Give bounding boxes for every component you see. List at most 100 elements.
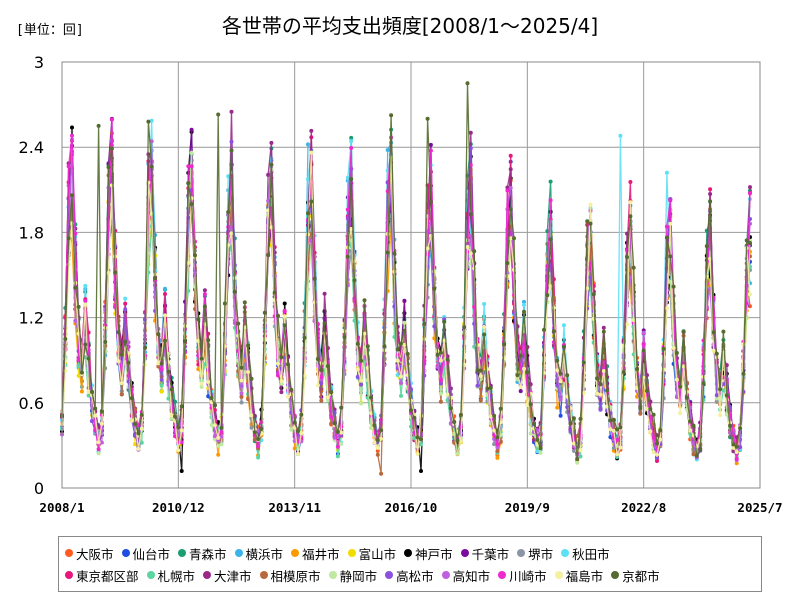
data-point: [232, 289, 237, 294]
data-point: [601, 329, 606, 334]
data-point: [266, 172, 271, 177]
data-point: [66, 236, 71, 241]
data-point: [329, 415, 334, 419]
data-point: [163, 292, 167, 296]
data-point: [495, 449, 500, 454]
data-point: [349, 146, 354, 150]
data-point: [355, 341, 360, 346]
data-point: [179, 428, 184, 433]
data-point: [402, 320, 407, 325]
data-point: [93, 406, 98, 411]
data-point: [153, 276, 158, 281]
data-point: [664, 170, 669, 175]
data-point: [522, 299, 526, 304]
data-point: [522, 366, 526, 371]
data-point: [83, 283, 88, 288]
data-point: [708, 199, 713, 204]
y-tick-label: 1.2: [19, 309, 44, 328]
data-point: [438, 350, 443, 355]
data-point: [674, 351, 679, 355]
data-point: [236, 321, 241, 326]
data-point: [385, 250, 390, 255]
data-point: [239, 378, 244, 383]
data-point: [734, 444, 739, 449]
data-point: [70, 193, 74, 198]
legend-marker-icon: [259, 571, 268, 579]
legend-marker-icon: [561, 549, 570, 557]
data-point: [329, 390, 334, 395]
legend-label: 札幌市: [157, 568, 196, 584]
data-point: [522, 302, 526, 307]
data-point: [482, 325, 487, 329]
data-point: [266, 253, 271, 257]
legend: 大阪市 仙台市 青森市 横浜市 福井市 富山市 神戸市 千葉市 堺市 秋田市 東京都区部 札幌市 大津…: [58, 536, 762, 592]
data-point: [149, 118, 154, 123]
data-point: [149, 164, 154, 169]
data-point: [296, 452, 300, 456]
data-point: [96, 447, 101, 452]
data-point: [399, 341, 403, 346]
data-point: [651, 435, 656, 440]
data-point: [306, 211, 310, 216]
data-point: [279, 390, 284, 395]
data-point: [738, 426, 743, 431]
data-point: [389, 113, 394, 118]
data-point: [508, 153, 513, 158]
data-point: [502, 342, 507, 347]
data-point: [319, 381, 324, 386]
data-point: [581, 360, 586, 365]
data-point: [655, 441, 659, 446]
data-point: [515, 373, 520, 378]
data-point: [478, 374, 483, 378]
data-point: [482, 302, 487, 306]
data-point: [156, 332, 161, 337]
data-point: [292, 446, 297, 451]
legend-label: 秋田市: [572, 546, 610, 562]
data-point: [335, 454, 340, 459]
data-point: [438, 358, 443, 363]
data-point: [674, 377, 679, 382]
x-tick-label: 2008/1: [39, 500, 84, 515]
data-point: [159, 383, 164, 388]
data-point: [109, 146, 114, 151]
data-point: [73, 285, 78, 290]
data-point: [655, 452, 659, 457]
data-point: [535, 449, 540, 454]
data-point: [432, 286, 437, 291]
data-point: [628, 214, 633, 219]
legend-item: 福井市: [291, 544, 340, 563]
data-point: [159, 377, 164, 382]
data-point: [419, 469, 423, 473]
data-point: [704, 244, 709, 249]
data-point: [319, 368, 324, 373]
data-point: [76, 304, 81, 309]
legend-row: 東京都区部 札幌市 大津市 相模原市 静岡市 高松市 高知市 川崎市 福島市 京都市: [65, 565, 668, 585]
data-point: [202, 304, 207, 309]
legend-item: 富山市: [347, 544, 396, 563]
data-point: [495, 442, 500, 447]
data-point: [512, 236, 516, 241]
legend-item: 札幌市: [146, 566, 196, 585]
data-point: [415, 435, 420, 440]
data-point: [538, 446, 543, 451]
data-point: [475, 343, 480, 348]
data-point: [189, 127, 194, 132]
data-point: [123, 339, 128, 344]
data-point: [708, 187, 713, 192]
data-point: [522, 309, 526, 314]
data-point: [106, 165, 111, 170]
data-point: [242, 300, 247, 305]
data-point: [345, 175, 350, 180]
data-point: [438, 378, 443, 383]
data-point: [119, 392, 124, 397]
data-point: [465, 245, 470, 249]
legend-label: 高松市: [396, 568, 434, 584]
data-point: [748, 304, 752, 309]
data-point: [482, 332, 487, 337]
data-point: [352, 278, 357, 283]
data-point: [372, 440, 377, 445]
data-point: [246, 343, 251, 348]
data-point: [179, 469, 184, 473]
data-point: [76, 373, 81, 378]
data-point: [193, 253, 197, 258]
